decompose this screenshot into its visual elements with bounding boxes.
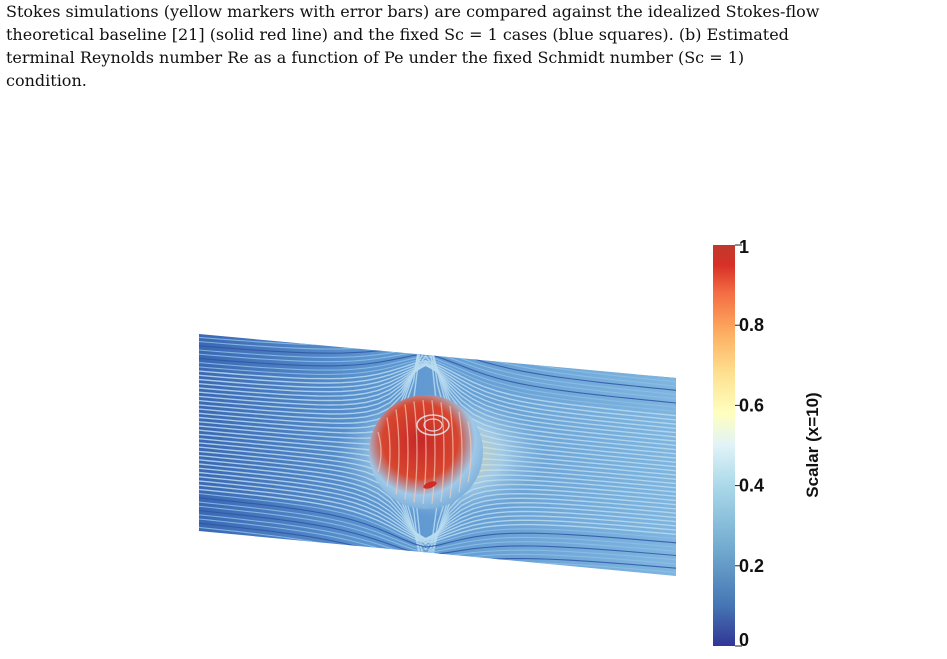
sphere-stripe xyxy=(413,401,418,503)
sphere xyxy=(369,395,483,509)
colorbar-tick-label: 0.6 xyxy=(739,395,764,415)
streamline xyxy=(199,353,676,404)
colorbar-tick-label: 0 xyxy=(739,630,749,650)
streamline xyxy=(199,359,676,417)
streamline xyxy=(199,361,676,421)
caption-line-2: theoretical baseline [21] (solid red lin… xyxy=(6,25,789,44)
sphere-stripe xyxy=(467,421,472,483)
streamline xyxy=(199,471,676,540)
sphere-stripe xyxy=(431,400,436,504)
sphere-stripe xyxy=(395,409,400,495)
streamline xyxy=(199,334,676,468)
streamline xyxy=(199,493,676,546)
colorbar-title: Scalar (x=10) xyxy=(803,392,822,497)
sphere-stripes xyxy=(377,400,472,504)
streamline xyxy=(199,476,676,540)
colorbar-tick-label: 0.2 xyxy=(739,556,764,576)
figure-caption: Stokes simulations (yellow markers with … xyxy=(6,0,941,92)
colorbar-gradient xyxy=(713,245,735,646)
streamline xyxy=(199,497,676,548)
streamline xyxy=(199,467,676,541)
sphere-stripe xyxy=(386,417,391,487)
streamline xyxy=(199,480,676,541)
caption-line-3: terminal Reynolds number Re as a functio… xyxy=(6,48,745,67)
streamline xyxy=(199,334,676,463)
sphere-stripe xyxy=(440,402,445,502)
streamline xyxy=(199,484,676,542)
colorbar-tick-label: 1 xyxy=(739,237,749,257)
streamline xyxy=(199,355,676,408)
streamline xyxy=(199,488,676,544)
sphere-stripe xyxy=(458,411,463,493)
streamline xyxy=(199,505,676,554)
sphere-stripe xyxy=(422,400,427,504)
sphere-stripe xyxy=(449,405,454,499)
colorbar-tick-label: 0.8 xyxy=(739,315,764,335)
streamline xyxy=(199,438,676,576)
sphere-stripe xyxy=(377,431,382,473)
caption-line-4: condition. xyxy=(6,71,87,90)
sphere-stripe xyxy=(404,404,409,500)
streamline xyxy=(199,501,676,551)
colorbar: 1 0.8 0.6 0.4 0.2 0 Scalar (x=10) xyxy=(713,237,822,650)
streamline xyxy=(199,358,676,412)
caption-line-1: Stokes simulations (yellow markers with … xyxy=(6,2,820,21)
colorbar-tick-label: 0.4 xyxy=(739,476,764,496)
